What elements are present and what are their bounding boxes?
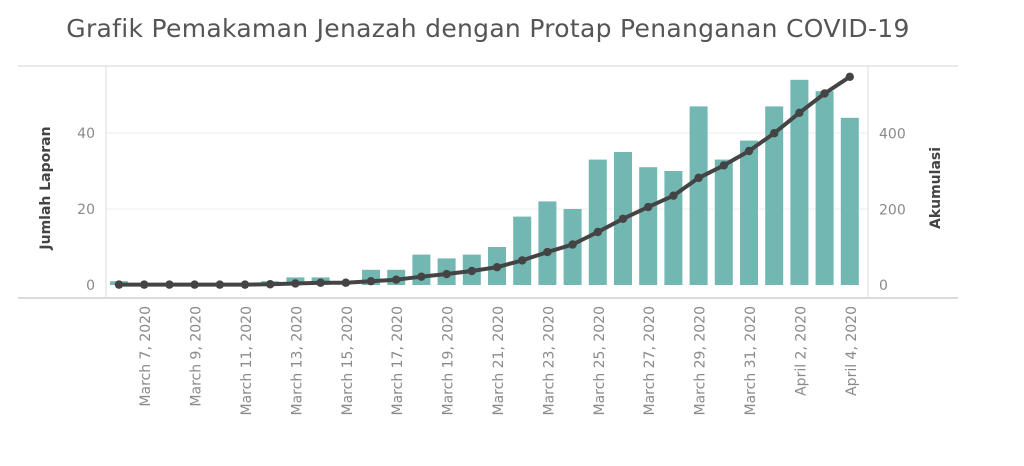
- cumulative-point: [417, 272, 426, 281]
- bar: [714, 159, 733, 285]
- y-tick-label-left: 40: [77, 126, 95, 142]
- x-tick-label: March 25, 2020: [592, 306, 608, 415]
- x-tick-label: March 9, 2020: [189, 306, 205, 407]
- x-tick-label: March 19, 2020: [441, 306, 457, 415]
- cumulative-point: [190, 280, 199, 289]
- cumulative-point: [392, 275, 401, 284]
- cumulative-point: [291, 279, 300, 288]
- cumulative-point: [694, 173, 703, 183]
- cumulative-point: [568, 240, 577, 249]
- cumulative-point: [593, 227, 602, 237]
- line-layer: [114, 72, 854, 289]
- cumulative-point: [518, 256, 527, 265]
- x-tick-label: March 23, 2020: [541, 306, 557, 415]
- cumulative-point: [744, 146, 754, 156]
- x-tick-label: March 31, 2020: [743, 306, 759, 415]
- x-tick-label: March 7, 2020: [138, 306, 154, 407]
- bar: [815, 91, 834, 285]
- x-tick-label: March 27, 2020: [642, 306, 658, 415]
- cumulative-point: [820, 89, 829, 98]
- x-tick-label: April 4, 2020: [844, 306, 860, 396]
- cumulative-point: [845, 72, 854, 82]
- cumulative-point: [215, 280, 224, 289]
- cumulative-point: [341, 278, 350, 287]
- y-tick-label-right: 200: [879, 202, 906, 218]
- y-tick-label-right: 0: [879, 278, 888, 294]
- x-tick-label: March 13, 2020: [289, 306, 305, 415]
- x-tick-label: March 15, 2020: [340, 306, 356, 415]
- cumulative-point: [316, 278, 325, 287]
- bars-layer: [110, 79, 859, 286]
- cumulative-point: [770, 129, 779, 138]
- cumulative-line: [117, 74, 852, 287]
- cumulative-point: [618, 214, 628, 223]
- y-axis-title-left: Jumlah Laporan: [38, 126, 54, 250]
- cumulative-point: [140, 280, 149, 289]
- bar: [538, 201, 557, 285]
- x-tick-label: March 17, 2020: [390, 306, 406, 415]
- bar: [588, 159, 607, 285]
- x-tick-label: April 2, 2020: [793, 306, 809, 396]
- y-tick-label-right: 400: [879, 127, 906, 143]
- bar: [790, 79, 809, 285]
- cumulative-point: [669, 191, 678, 200]
- cumulative-point: [240, 280, 250, 289]
- cumulative-point: [366, 277, 376, 286]
- cumulative-point: [114, 280, 124, 289]
- cumulative-point: [644, 202, 653, 212]
- bar: [765, 106, 784, 286]
- cumulative-point: [543, 247, 552, 257]
- x-tick-label: March 21, 2020: [491, 306, 507, 415]
- cumulative-point: [165, 280, 174, 289]
- y-tick-label-left: 0: [86, 278, 95, 294]
- y-axis-title-right: Akumulasi: [928, 147, 944, 229]
- cumulative-point: [442, 269, 451, 279]
- cumulative-point: [492, 263, 502, 272]
- bar: [664, 171, 683, 285]
- chart-title: Grafik Pemakaman Jenazah dengan Protap P…: [66, 14, 910, 43]
- cumulative-point: [719, 161, 728, 170]
- bar: [513, 216, 532, 285]
- x-tick-label: March 29, 2020: [693, 306, 709, 415]
- cumulative-point: [795, 108, 804, 117]
- bar: [639, 167, 658, 285]
- x-tick-label: March 11, 2020: [239, 306, 255, 415]
- cumulative-point: [266, 280, 275, 289]
- bar: [740, 140, 758, 285]
- cumulative-point: [467, 266, 476, 276]
- y-tick-label-left: 20: [77, 202, 95, 218]
- bar: [689, 106, 708, 286]
- bar: [840, 117, 859, 285]
